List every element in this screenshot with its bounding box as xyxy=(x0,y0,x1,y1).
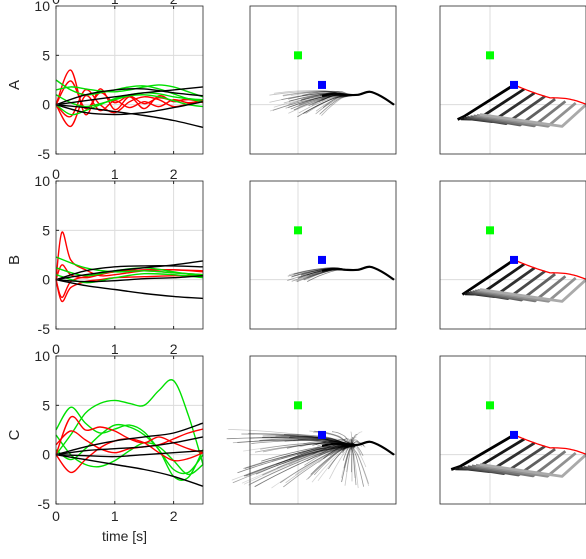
arm-configuration xyxy=(450,433,515,471)
y-tick-label: -5 xyxy=(38,146,51,162)
arm-configuration xyxy=(479,278,586,303)
timeseries-line xyxy=(55,434,204,476)
x-tick-label: 0 xyxy=(52,166,60,182)
start-marker xyxy=(486,226,494,235)
arm-configuration xyxy=(473,100,567,128)
y-tick-label: -5 xyxy=(38,496,51,512)
y-tick-label: -5 xyxy=(38,321,51,337)
y-tick-label: 0 xyxy=(42,272,50,288)
hand-axes-bg xyxy=(250,356,396,504)
x-tick-label: 2 xyxy=(170,166,178,182)
start-marker xyxy=(294,51,302,60)
x-tick-label: 2 xyxy=(170,0,178,7)
x-tick-label: 1 xyxy=(111,0,119,7)
arm-axes-bg xyxy=(440,181,586,329)
timeseries-line xyxy=(55,79,204,103)
target-marker xyxy=(318,80,326,89)
arm-configuration xyxy=(479,103,586,128)
arm-configuration xyxy=(457,83,515,121)
timeseries-line xyxy=(55,422,204,456)
hand-path-mean xyxy=(321,90,395,106)
y-tick-label: 0 xyxy=(42,447,50,463)
y-tick-label: 5 xyxy=(42,222,50,238)
timeseries-axes-box xyxy=(55,180,204,330)
timeseries-line xyxy=(55,279,204,300)
hand-axes-bg xyxy=(250,181,396,329)
target-marker xyxy=(510,255,518,264)
timeseries-line xyxy=(55,406,204,475)
x-tick-label: 2 xyxy=(170,341,178,357)
timeseries-axes-bg xyxy=(56,181,203,329)
timeseries-line xyxy=(55,436,204,456)
timeseries-line xyxy=(55,423,204,481)
arm-configuration xyxy=(479,453,586,478)
x-tick-label: 0 xyxy=(52,341,60,357)
timeseries-line xyxy=(55,450,204,458)
target-marker xyxy=(510,430,518,439)
timeseries-axes-bg xyxy=(56,356,203,504)
row-label: B xyxy=(6,255,23,265)
x-tick-label: 1 xyxy=(111,166,119,182)
hand-axes-bg xyxy=(250,6,396,154)
x-tick-label: 0 xyxy=(52,0,60,7)
x-tick-label: 2 xyxy=(170,508,178,524)
hand-path-mean xyxy=(321,265,395,281)
y-tick-label: 5 xyxy=(42,47,50,63)
y-tick-label: 10 xyxy=(34,348,50,364)
hand-trace xyxy=(513,84,586,105)
timeseries-line xyxy=(55,454,204,487)
timeseries-line xyxy=(55,101,204,116)
target-marker xyxy=(318,255,326,264)
x-tick-label: 1 xyxy=(111,341,119,357)
arm-configuration xyxy=(471,450,567,478)
arm-axes-box xyxy=(439,180,586,330)
target-marker xyxy=(318,430,326,439)
timeseries-line xyxy=(55,256,204,276)
timeseries-line xyxy=(55,265,204,281)
timeseries-line xyxy=(55,272,204,284)
arm-configuration xyxy=(475,452,577,478)
hand-trace xyxy=(513,259,586,280)
y-tick-label: 10 xyxy=(34,173,50,189)
timeseries-line xyxy=(55,86,204,106)
arm-axes-bg xyxy=(440,6,586,154)
timeseries-line xyxy=(55,94,204,108)
timeseries-line xyxy=(55,260,204,281)
timeseries-axes-box xyxy=(55,5,204,155)
timeseries-line xyxy=(55,428,204,454)
timeseries-line xyxy=(55,275,204,283)
x-tick-label: 1 xyxy=(111,508,119,524)
timeseries-line xyxy=(55,274,204,303)
row-label: A xyxy=(6,80,23,90)
hand-path-mean xyxy=(321,440,395,456)
start-marker xyxy=(294,401,302,410)
hand-trace xyxy=(513,434,586,455)
y-tick-label: 5 xyxy=(42,397,50,413)
arm-axes-box xyxy=(439,355,586,505)
x-tick-label: 0 xyxy=(52,508,60,524)
hand-axes-box xyxy=(249,5,397,155)
timeseries-line xyxy=(55,88,204,106)
x-axis-label: time [s] xyxy=(102,528,147,544)
hand-axes-box xyxy=(249,180,397,330)
y-tick-label: 10 xyxy=(34,0,50,14)
start-marker xyxy=(294,226,302,235)
target-marker xyxy=(510,80,518,89)
timeseries-line xyxy=(55,84,204,98)
timeseries-axes-bg xyxy=(56,6,203,154)
timeseries-axes-box xyxy=(55,355,204,505)
arm-axes-box xyxy=(439,5,586,155)
start-marker xyxy=(486,401,494,410)
arm-axes-bg xyxy=(440,356,586,504)
y-tick-label: 0 xyxy=(42,97,50,113)
hand-axes-box xyxy=(249,355,397,505)
arm-configuration xyxy=(461,258,515,296)
start-marker xyxy=(486,51,494,60)
row-label: C xyxy=(6,429,23,440)
